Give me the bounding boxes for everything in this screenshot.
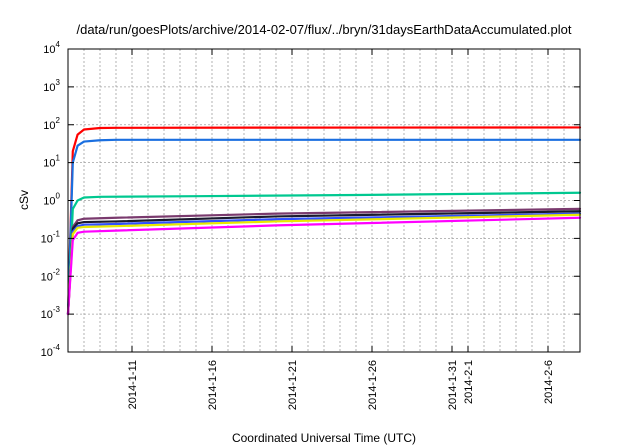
y-tick-label: 10-4 [41, 343, 61, 359]
y-tick-label: 10-2 [41, 267, 61, 283]
series-line-5 [66, 210, 582, 316]
y-tick-label: 100 [43, 192, 60, 208]
x-tick-label: 2014-1-21 [287, 360, 299, 410]
x-tick-label: 2014-2-1 [463, 360, 475, 404]
chart-title: /data/run/goesPlots/archive/2014-02-07/f… [76, 22, 571, 37]
series-line-3 [66, 191, 582, 316]
series-line-4 [66, 207, 582, 316]
y-tick-label: 103 [43, 78, 60, 94]
series-line-7 [66, 213, 582, 316]
y-tick-label: 10-3 [41, 305, 61, 321]
y-tick-label: 10-1 [41, 229, 61, 245]
x-tick-label: 2014-1-26 [367, 360, 379, 410]
x-axis-label: Coordinated Universal Time (UTC) [232, 431, 416, 445]
x-tick-label: 2014-1-11 [127, 360, 139, 409]
x-tick-label: 2014-2-6 [543, 360, 555, 404]
y-tick-label: 101 [43, 154, 60, 170]
y-tick-label: 104 [43, 40, 60, 56]
x-tick-labels: 2014-1-11 2014-1-16 2014-1-21 2014-1-26 2014… [127, 360, 555, 410]
series-line-6 [66, 212, 582, 316]
x-tick-label: 2014-1-31 [447, 360, 459, 410]
series-line-1 [66, 126, 582, 316]
x-tick-label: 2014-1-16 [207, 360, 219, 410]
ticks [68, 48, 580, 353]
y-tick-label: 102 [43, 116, 60, 132]
series-line-2 [66, 138, 582, 316]
y-tick-labels: 10-4 10-3 10-2 10-1 100 101 102 103 104 [41, 40, 61, 359]
series-line-8 [66, 216, 582, 316]
grid [68, 49, 580, 352]
series-group [66, 126, 582, 316]
y-axis-label: cSv [17, 190, 31, 210]
